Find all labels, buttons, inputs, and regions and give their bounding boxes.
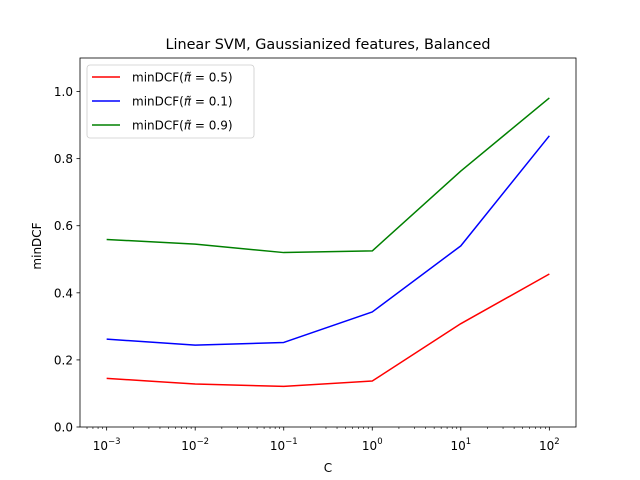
y-tick-label: 0.4 <box>54 286 73 300</box>
x-tick-label: 10−3 <box>93 437 121 453</box>
y-tick-label: 0.8 <box>54 152 73 166</box>
legend-label: minDCF(π̃ = 0.5) <box>132 71 233 85</box>
x-tick-label: 101 <box>450 437 471 453</box>
series-line <box>106 273 550 388</box>
x-tick-label: 102 <box>539 437 560 453</box>
legend: minDCF(π̃ = 0.5) minDCF(π̃ = 0.1) minDCF(π… <box>86 64 255 139</box>
plot-area: 10−3 10−2 10−1 100 101 102 0.0 0.2 0.4 0.6 0.8 1.0 <box>54 57 577 453</box>
y-tick-label: 1.0 <box>54 85 73 99</box>
x-tick-label: 100 <box>362 437 383 453</box>
series-line <box>106 97 550 254</box>
x-tick-label: 10−1 <box>270 437 298 453</box>
y-tick-label: 0.2 <box>54 353 73 367</box>
legend-label: minDCF(π̃ = 0.9) <box>132 119 233 133</box>
x-axis-label: C <box>324 461 332 475</box>
y-axis-label: minDCF <box>30 222 44 269</box>
legend-label: minDCF(π̃ = 0.1) <box>132 95 233 109</box>
y-tick-label: 0.6 <box>54 219 73 233</box>
chart-title: Linear SVM, Gaussianized features, Balan… <box>165 37 490 53</box>
axes-frame <box>79 57 577 428</box>
legend-frame <box>86 64 255 139</box>
x-tick-label: 10−2 <box>181 437 209 453</box>
series-line <box>106 135 550 346</box>
y-tick-label: 0.0 <box>54 421 73 435</box>
